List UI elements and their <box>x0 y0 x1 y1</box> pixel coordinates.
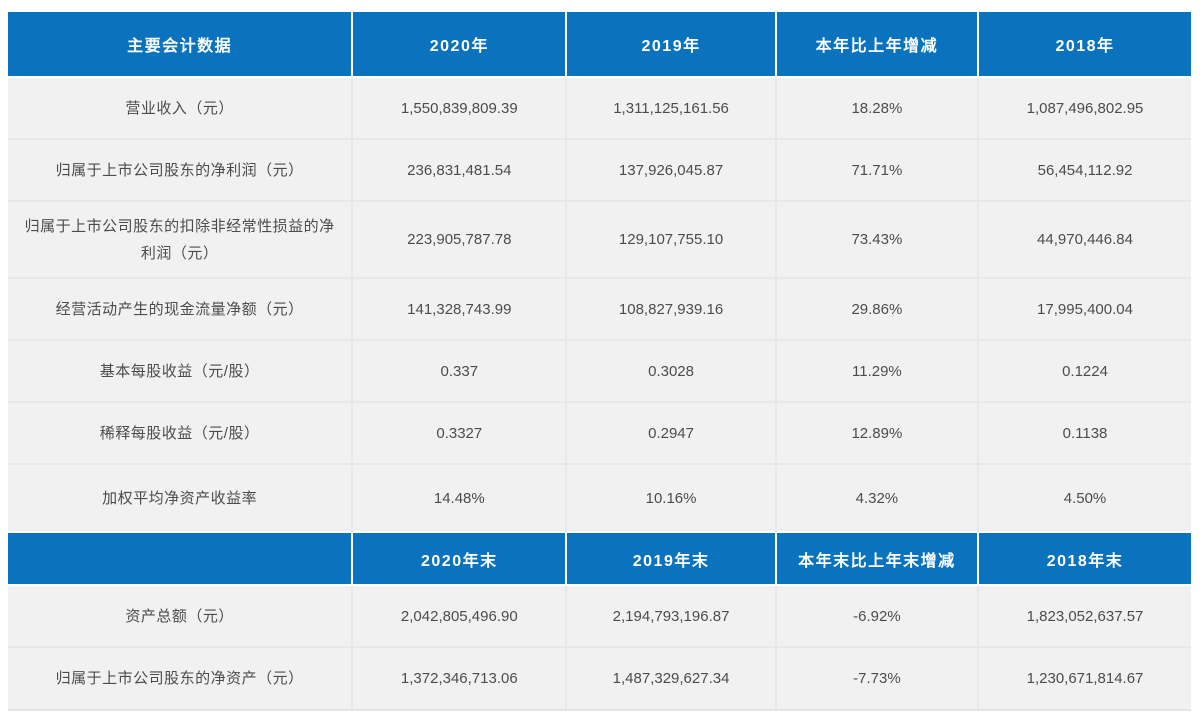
column-header-2018: 2018年 <box>977 10 1191 78</box>
cell-value: 10.16% <box>565 463 776 532</box>
cell-value: 0.1224 <box>977 339 1191 402</box>
column-header-2019: 2019年 <box>565 10 776 78</box>
cell-value: 1,230,671,814.67 <box>977 646 1191 711</box>
column-header-main: 主要会计数据 <box>8 10 353 78</box>
table-row-operating-revenue: 营业收入（元） 1,550,839,809.39 1,311,125,161.5… <box>8 76 1191 139</box>
table-row-net-profit-excl-nonrecurring: 归属于上市公司股东的扣除非经常性损益的净利润（元） 223,905,787.78… <box>8 200 1191 278</box>
column-header-yearend-change: 本年末比上年末增减 <box>774 531 979 586</box>
table-row-basic-eps: 基本每股收益（元/股） 0.337 0.3028 11.29% 0.1224 <box>8 339 1191 402</box>
cell-value: 108,827,939.16 <box>565 277 776 340</box>
cell-value: 1,372,346,713.06 <box>351 646 567 711</box>
financial-data-table-container: 主要会计数据 2020年 2019年 本年比上年增减 2018年 营业收入（元）… <box>8 10 1191 711</box>
cell-value: 4.32% <box>774 463 979 532</box>
cell-value: 44,970,446.84 <box>977 200 1191 278</box>
cell-value: 0.337 <box>351 339 567 402</box>
row-label: 归属于上市公司股东的扣除非经常性损益的净利润（元） <box>8 200 353 278</box>
cell-value: 2,042,805,496.90 <box>351 584 567 647</box>
table-row-total-assets: 资产总额（元） 2,042,805,496.90 2,194,793,196.8… <box>8 584 1191 647</box>
row-label: 归属于上市公司股东的净资产（元） <box>8 646 353 711</box>
row-label: 经营活动产生的现金流量净额（元） <box>8 277 353 340</box>
cell-value: 0.1138 <box>977 401 1191 464</box>
cell-value: 4.50% <box>977 463 1191 532</box>
column-header-yoy-change: 本年比上年增减 <box>774 10 979 78</box>
row-label: 资产总额（元） <box>8 584 353 647</box>
column-header-end-2018: 2018年末 <box>977 531 1191 586</box>
financial-data-table: 主要会计数据 2020年 2019年 本年比上年增减 2018年 营业收入（元）… <box>8 10 1191 711</box>
cell-value: 1,087,496,802.95 <box>977 76 1191 139</box>
row-label: 稀释每股收益（元/股） <box>8 401 353 464</box>
row-label: 营业收入（元） <box>8 76 353 139</box>
cell-value: 0.2947 <box>565 401 776 464</box>
cell-value: 1,487,329,627.34 <box>565 646 776 711</box>
cell-value: 0.3327 <box>351 401 567 464</box>
column-header-end-2020: 2020年末 <box>351 531 567 586</box>
cell-value: 71.71% <box>774 138 979 201</box>
table-row-net-profit: 归属于上市公司股东的净利润（元） 236,831,481.54 137,926,… <box>8 138 1191 201</box>
cell-value: 129,107,755.10 <box>565 200 776 278</box>
column-header-end-2019: 2019年末 <box>565 531 776 586</box>
row-label: 加权平均净资产收益率 <box>8 463 353 532</box>
cell-value: 12.89% <box>774 401 979 464</box>
section1-header-row: 主要会计数据 2020年 2019年 本年比上年增减 2018年 <box>8 10 1191 78</box>
cell-value: 1,311,125,161.56 <box>565 76 776 139</box>
table-row-net-assets: 归属于上市公司股东的净资产（元） 1,372,346,713.06 1,487,… <box>8 646 1191 711</box>
cell-value: 56,454,112.92 <box>977 138 1191 201</box>
cell-value: 29.86% <box>774 277 979 340</box>
cell-value: 1,550,839,809.39 <box>351 76 567 139</box>
cell-value: 236,831,481.54 <box>351 138 567 201</box>
cell-value: 11.29% <box>774 339 979 402</box>
cell-value: 137,926,045.87 <box>565 138 776 201</box>
row-label: 基本每股收益（元/股） <box>8 339 353 402</box>
table-row-operating-cash-flow: 经营活动产生的现金流量净额（元） 141,328,743.99 108,827,… <box>8 277 1191 340</box>
cell-value: -6.92% <box>774 584 979 647</box>
column-header-blank <box>8 531 353 586</box>
cell-value: 223,905,787.78 <box>351 200 567 278</box>
table-row-weighted-avg-roe: 加权平均净资产收益率 14.48% 10.16% 4.32% 4.50% <box>8 463 1191 532</box>
section2-header-row: 2020年末 2019年末 本年末比上年末增减 2018年末 <box>8 531 1191 586</box>
cell-value: 18.28% <box>774 76 979 139</box>
cell-value: 17,995,400.04 <box>977 277 1191 340</box>
cell-value: -7.73% <box>774 646 979 711</box>
row-label: 归属于上市公司股东的净利润（元） <box>8 138 353 201</box>
cell-value: 0.3028 <box>565 339 776 402</box>
cell-value: 141,328,743.99 <box>351 277 567 340</box>
column-header-2020: 2020年 <box>351 10 567 78</box>
table-row-diluted-eps: 稀释每股收益（元/股） 0.3327 0.2947 12.89% 0.1138 <box>8 401 1191 464</box>
cell-value: 1,823,052,637.57 <box>977 584 1191 647</box>
cell-value: 73.43% <box>774 200 979 278</box>
cell-value: 2,194,793,196.87 <box>565 584 776 647</box>
cell-value: 14.48% <box>351 463 567 532</box>
